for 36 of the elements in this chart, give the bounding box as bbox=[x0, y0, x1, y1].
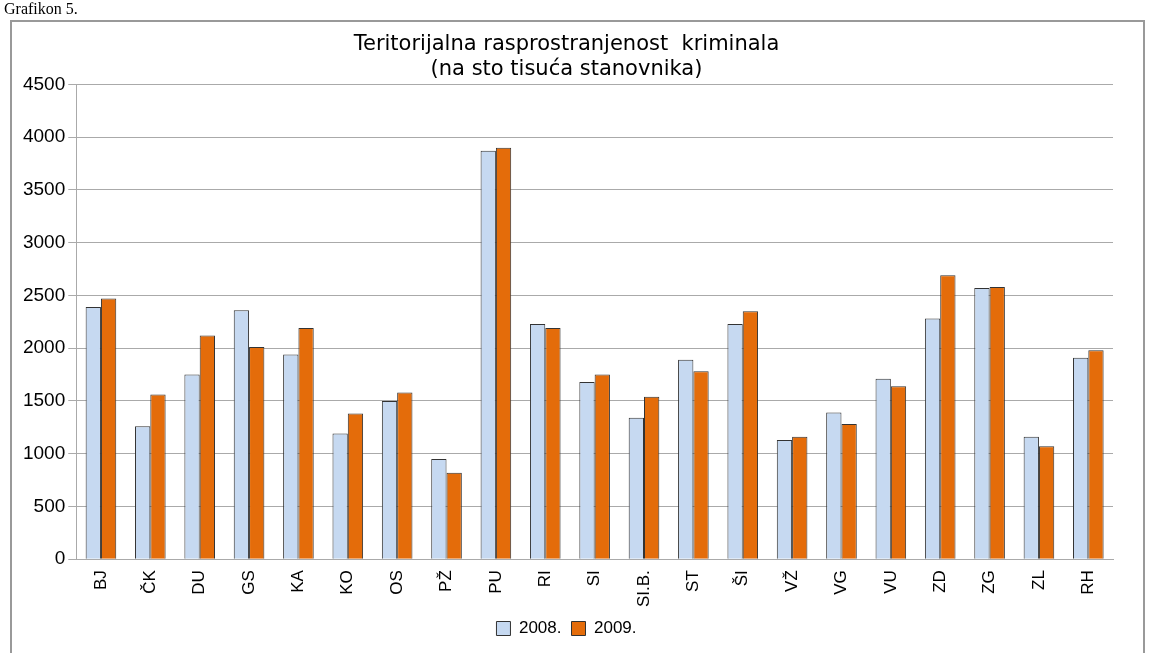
y-tick-label: 3500 bbox=[22, 178, 66, 200]
y-tick-label: 1500 bbox=[22, 389, 66, 411]
x-tick-label: VG bbox=[831, 570, 851, 595]
y-tick-label: 2500 bbox=[22, 283, 66, 305]
x-tick-label: PU bbox=[485, 570, 505, 594]
x-tick-label: SI bbox=[584, 570, 604, 587]
x-tick-label: KO bbox=[337, 570, 357, 595]
x-tick-label: BJ bbox=[90, 570, 110, 590]
x-tick-label: ST bbox=[683, 570, 703, 592]
x-tick-label: GS bbox=[238, 570, 258, 595]
x-tick-label: VU bbox=[880, 570, 900, 594]
y-tick-label: 4000 bbox=[22, 125, 66, 147]
y-tick-label: 2000 bbox=[22, 336, 66, 358]
x-tick-label: ZG bbox=[979, 570, 999, 594]
x-tick-label: ČK bbox=[140, 569, 160, 594]
text: (na sto tisuća stanovnika) bbox=[430, 56, 703, 81]
legend-label: 2008. bbox=[518, 618, 562, 638]
x-tick-label: DU bbox=[189, 570, 209, 595]
y-tick-label: 3000 bbox=[22, 230, 66, 252]
y-tick-label: 500 bbox=[33, 494, 66, 516]
x-tick-label: KA bbox=[288, 569, 308, 593]
x-tick-label: VŽ bbox=[781, 570, 801, 592]
x-tick-label: ZD bbox=[929, 570, 949, 593]
y-tick-label: 4500 bbox=[22, 72, 66, 94]
text: Teritorijalna rasprostranjenost kriminala bbox=[353, 31, 780, 56]
y-tick-label: 1000 bbox=[22, 441, 66, 463]
x-tick-label: RH bbox=[1078, 570, 1097, 595]
x-tick-label: ŠI bbox=[732, 570, 752, 587]
x-tick-label: SI.B. bbox=[633, 570, 653, 608]
x-tick-label: ZL bbox=[1028, 570, 1048, 590]
x-tick-label: RI bbox=[534, 570, 554, 588]
x-tick-label: PŽ bbox=[436, 570, 456, 592]
text: Grafikon 5. bbox=[4, 0, 78, 18]
x-tick-label: OS bbox=[386, 570, 406, 595]
y-tick-label: 0 bbox=[54, 547, 66, 569]
legend-label: 2009. bbox=[594, 618, 637, 638]
